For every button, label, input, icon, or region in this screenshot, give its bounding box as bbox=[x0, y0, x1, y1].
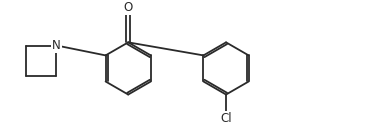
Text: N: N bbox=[52, 39, 61, 52]
Text: Cl: Cl bbox=[220, 112, 232, 125]
Text: O: O bbox=[124, 1, 133, 14]
